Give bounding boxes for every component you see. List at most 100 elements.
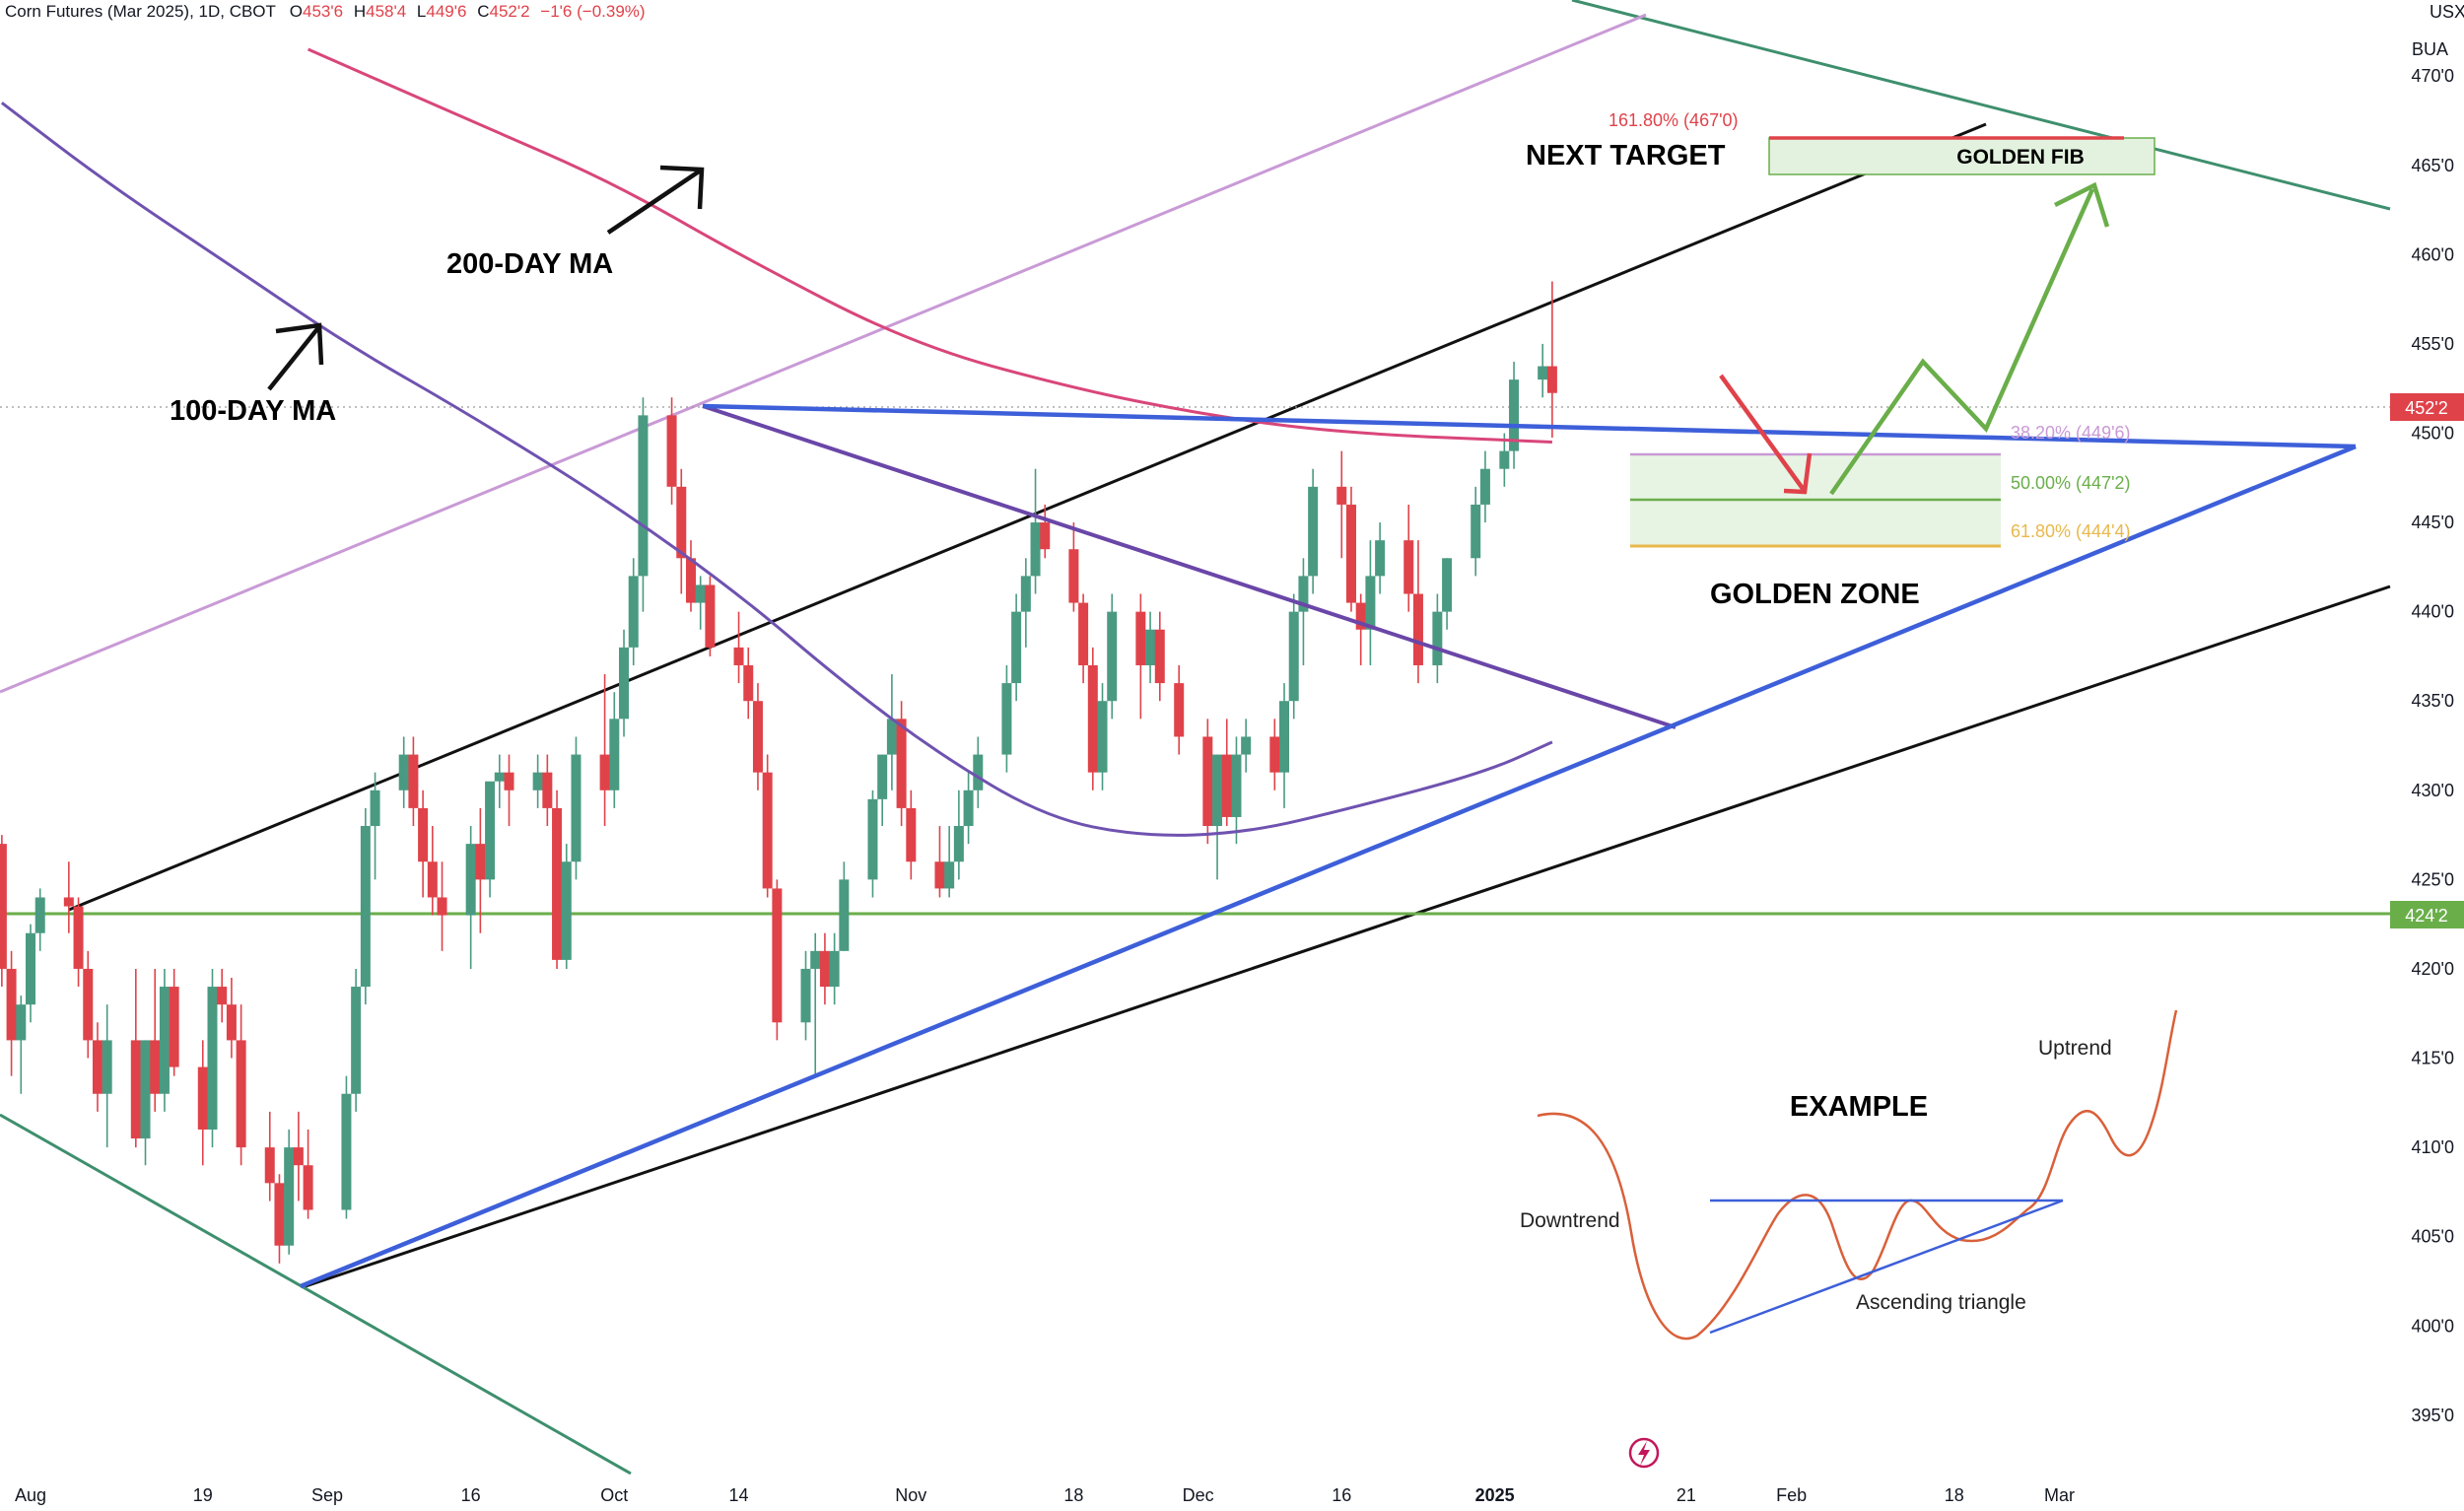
candle-body <box>1308 486 1319 577</box>
annotation-layer <box>267 165 2357 1289</box>
candle-body <box>1154 629 1165 684</box>
y-tick-label: 450'0 <box>2412 423 2454 443</box>
x-tick-label: 14 <box>729 1485 749 1505</box>
candle-body <box>619 647 630 720</box>
ma100-annotation: 100-DAY MA <box>170 395 336 427</box>
light-purple-trendline <box>0 13 1647 694</box>
projection-path <box>1829 188 2095 496</box>
candle-body <box>1412 593 1423 665</box>
candle-body <box>63 897 74 907</box>
candle-body <box>1068 549 1079 603</box>
trendline-layer <box>0 0 2391 1476</box>
example-triangle-label: Ascending triangle <box>1856 1291 2026 1314</box>
candle-body <box>341 1093 352 1210</box>
candle-body <box>685 558 696 603</box>
example-uptrend-label: Uptrend <box>2038 1037 2112 1060</box>
ma200-arrow-head <box>659 165 705 210</box>
descending-wedge-line <box>702 404 1677 729</box>
candle-body <box>934 861 945 889</box>
candle-body <box>1087 664 1098 773</box>
candle-body <box>351 987 362 1094</box>
candle-body <box>666 415 677 487</box>
candle-body <box>877 754 888 799</box>
open-value: 453'6 <box>303 2 344 21</box>
x-tick-label: 16 <box>1332 1485 1351 1505</box>
upper-black-trendline <box>68 122 1987 912</box>
candle-body <box>494 772 505 782</box>
candle-body <box>34 897 45 933</box>
time-axis[interactable]: Aug 19 Sep 16 Oct 14 Nov 18 Dec 16 2025 21 Feb 18 Mar <box>15 1485 2075 1505</box>
high-label: H <box>353 2 367 21</box>
x-tick-label: Mar <box>2044 1485 2075 1505</box>
candle-body <box>92 1040 103 1094</box>
ma100-arrow-head <box>275 322 324 366</box>
chart-header: Corn Futures (Mar 2025), 1D, CBOT O453'6… <box>5 2 651 22</box>
lightning-icon[interactable] <box>1628 1437 1660 1469</box>
candle-body <box>83 968 94 1041</box>
x-tick-label: 19 <box>193 1485 213 1505</box>
low-value: 449'6 <box>426 2 467 21</box>
y-tick-label: 465'0 <box>2412 156 2454 175</box>
candle-body <box>1499 450 1510 469</box>
ma100-line <box>0 102 1553 837</box>
support-price-tag: 424'2 <box>2390 901 2464 928</box>
candle-body <box>6 968 17 1041</box>
y-tick-label: 420'0 <box>2412 959 2454 979</box>
candle-body <box>1288 611 1299 702</box>
candle-body <box>1231 754 1242 817</box>
candle-body <box>1107 611 1118 702</box>
candle-body <box>140 1040 151 1139</box>
ma200-arrow-shaft <box>606 168 704 235</box>
candle-body <box>150 1040 161 1094</box>
candle-body <box>1355 602 1366 630</box>
candle-body <box>973 754 984 790</box>
candle-body <box>963 790 974 827</box>
candle-body <box>437 897 447 916</box>
last-price-tag-bg <box>2390 393 2464 421</box>
candle-body <box>398 754 409 790</box>
candle-body <box>159 987 170 1094</box>
candle-body <box>628 576 639 648</box>
price-axis[interactable]: 470'0 465'0 460'0 455'0 450'0 445'0 440'0 435'0… <box>2412 66 2454 1425</box>
y-tick-label: 470'0 <box>2412 66 2454 86</box>
support-price-tag-bg <box>2390 901 2464 928</box>
fib-382-label: 38.20% (449'6) <box>2011 423 2131 443</box>
candle-body <box>1135 611 1146 665</box>
close-value: 452'2 <box>489 2 530 21</box>
candle-body <box>217 987 228 1005</box>
candle-body <box>169 987 179 1067</box>
candle-body <box>226 1004 237 1041</box>
pullback-arrow-shaft <box>1719 374 1806 492</box>
triangle-support-line <box>300 444 2357 1289</box>
candle-body <box>1097 701 1108 773</box>
candle-body <box>762 772 773 889</box>
candle-body <box>26 932 35 1005</box>
candle-body <box>944 861 955 889</box>
candle-body <box>16 1004 27 1041</box>
lower-black-trendline <box>305 584 2391 1288</box>
last-price-tag: 452'2 <box>2390 393 2464 421</box>
example-rising-support-line <box>1709 1199 2064 1335</box>
candle-body <box>1479 468 1490 505</box>
candle-body <box>896 719 907 808</box>
golden-zone-annotation: GOLDEN ZONE <box>1710 579 1920 610</box>
candle-body <box>1011 611 1022 684</box>
candle-body <box>772 888 783 1023</box>
candle-body <box>819 950 830 988</box>
candle-body <box>695 584 706 603</box>
candle-body <box>733 647 744 665</box>
candle-body <box>408 754 419 808</box>
candle-body <box>197 1066 208 1130</box>
candle-body <box>1403 540 1414 594</box>
x-tick-label: 21 <box>1677 1485 1696 1505</box>
candle-body <box>264 1147 275 1184</box>
candle-body <box>465 844 476 916</box>
candle-body <box>743 664 754 702</box>
golden-fib-box <box>1768 137 2156 175</box>
candle-body <box>676 486 687 559</box>
example-downtrend-label: Downtrend <box>1520 1209 1620 1232</box>
lower-channel-line <box>0 1113 632 1476</box>
x-tick-label: Oct <box>600 1485 628 1505</box>
candle-body <box>752 701 763 773</box>
